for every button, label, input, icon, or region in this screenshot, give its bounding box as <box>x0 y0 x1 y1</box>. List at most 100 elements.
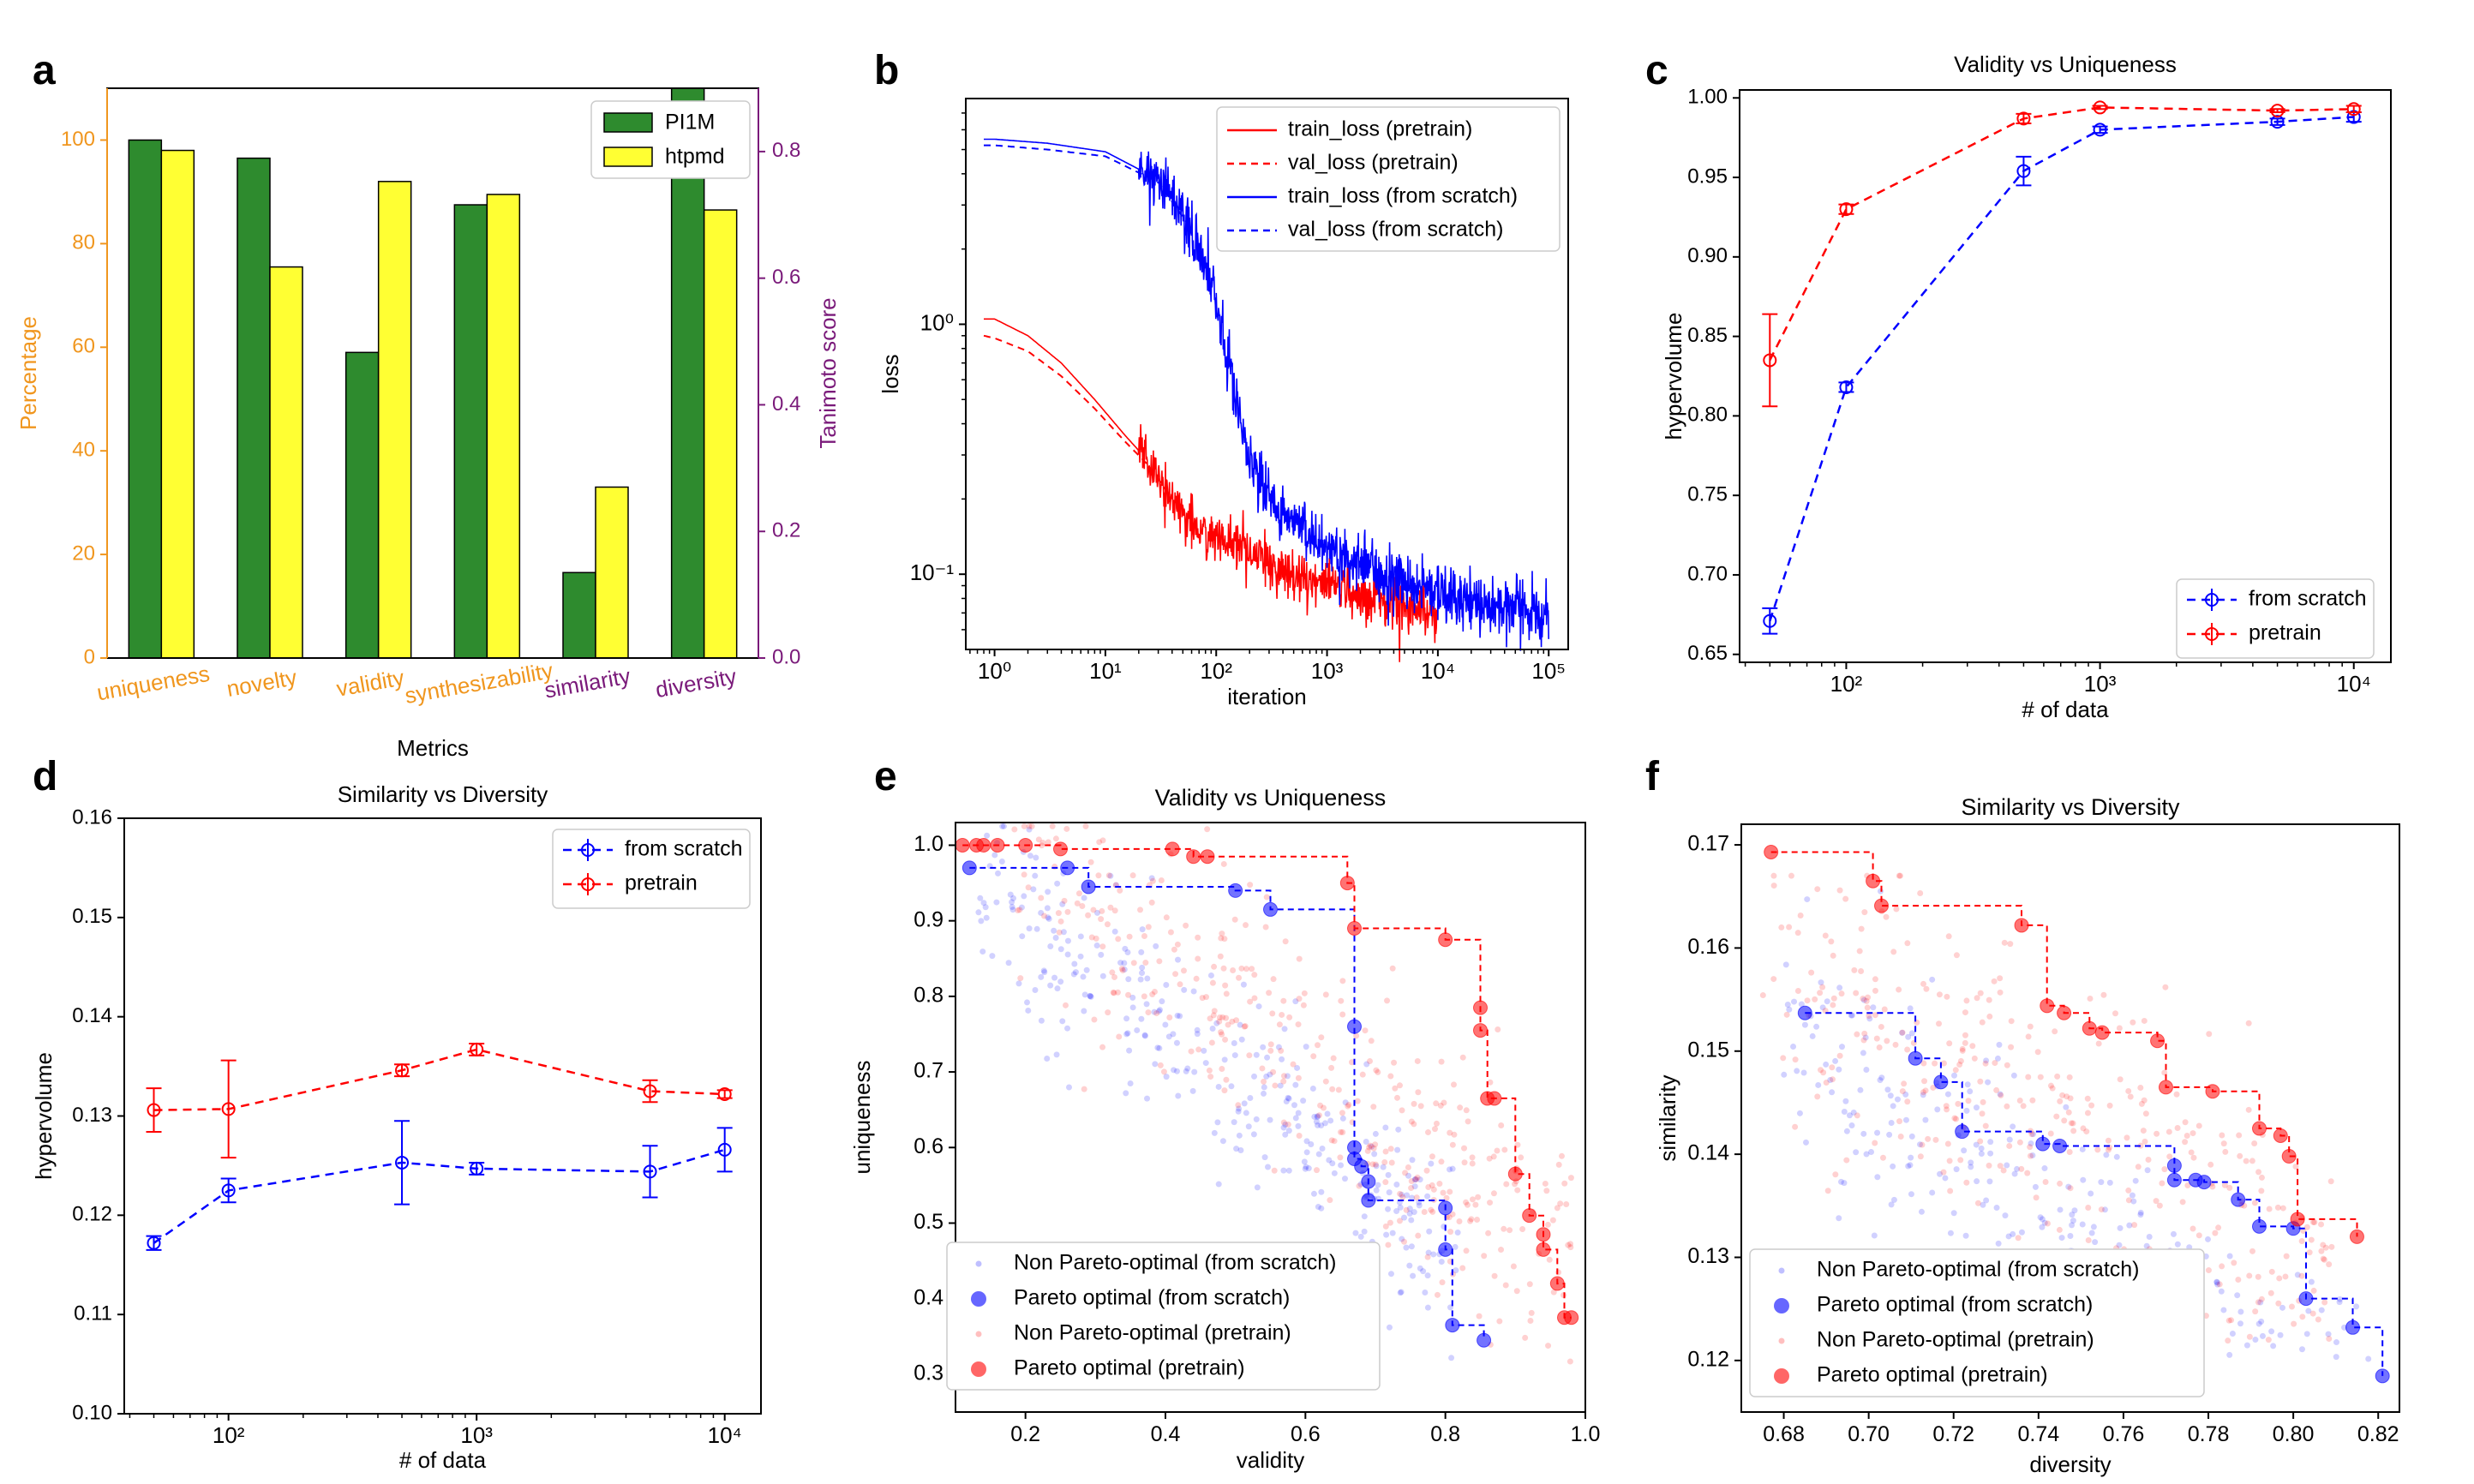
point-Non Pareto-optimal (pretrain) <box>1820 1069 1827 1076</box>
point-Non Pareto-optimal (pretrain) <box>1468 1216 1475 1223</box>
point-Pareto optimal (from scratch) <box>2196 1175 2212 1190</box>
point-Non Pareto-optimal (from scratch) <box>977 895 984 901</box>
x-tick-10⁴: 10⁴ <box>708 1422 742 1448</box>
point-pretrain <box>1839 202 1854 217</box>
point-Non Pareto-optimal (pretrain) <box>1932 1136 1939 1143</box>
point-Non Pareto-optimal (from scratch) <box>1051 927 1057 934</box>
point-Non Pareto-optimal (from scratch) <box>1907 1162 1914 1169</box>
point-Non Pareto-optimal (pretrain) <box>1836 1052 1843 1059</box>
point-Non Pareto-optimal (pretrain) <box>1956 1062 1963 1068</box>
point-Non Pareto-optimal (from scratch) <box>1339 1115 1346 1122</box>
point-Non Pareto-optimal (pretrain) <box>2255 1299 2261 1306</box>
point-Non Pareto-optimal (pretrain) <box>1943 1103 1950 1110</box>
point-Non Pareto-optimal (from scratch) <box>1321 1120 1328 1127</box>
point-Non Pareto-optimal (from scratch) <box>1824 998 1830 1005</box>
point-Non Pareto-optimal (from scratch) <box>1235 1108 1242 1115</box>
point-Non Pareto-optimal (from scratch) <box>1041 969 1048 976</box>
point-Non Pareto-optimal (from scratch) <box>1125 976 1132 983</box>
point-Non Pareto-optimal (pretrain) <box>1249 966 1255 972</box>
point-Non Pareto-optimal (from scratch) <box>1841 1180 1848 1187</box>
point-Non Pareto-optimal (from scratch) <box>1184 1065 1191 1072</box>
point-Non Pareto-optimal (from scratch) <box>2079 1146 2086 1152</box>
point-Non Pareto-optimal (pretrain) <box>1879 1154 1886 1161</box>
point-Pareto optimal (pretrain) <box>1549 1276 1565 1291</box>
point-Non Pareto-optimal (from scratch) <box>1155 1008 1162 1014</box>
point-Non Pareto-optimal (from scratch) <box>1047 982 1054 989</box>
y-axis-label: similarity <box>1655 1074 1680 1161</box>
point-Non Pareto-optimal (from scratch) <box>1292 1115 1299 1122</box>
point-Non Pareto-optimal (from scratch) <box>1231 1052 1238 1059</box>
point-Non Pareto-optimal (pretrain) <box>1963 997 1970 1004</box>
point-Non Pareto-optimal (pretrain) <box>1474 1217 1481 1224</box>
point-Non Pareto-optimal (pretrain) <box>1930 1084 1937 1091</box>
point-Non Pareto-optimal (pretrain) <box>1129 872 1136 879</box>
point-Non Pareto-optimal (from scratch) <box>1057 978 1064 985</box>
panel-label-c: c <box>1645 48 1668 93</box>
point-Non Pareto-optimal (from scratch) <box>1139 926 1146 933</box>
point-Non Pareto-optimal (from scratch) <box>1261 1154 1268 1161</box>
point-Non Pareto-optimal (from scratch) <box>2237 1320 2243 1327</box>
point-Non Pareto-optimal (pretrain) <box>2303 1224 2310 1230</box>
point-Non Pareto-optimal (pretrain) <box>1461 1145 1468 1152</box>
point-Non Pareto-optimal (pretrain) <box>1469 1196 1476 1203</box>
point-Non Pareto-optimal (pretrain) <box>1979 1019 1986 1026</box>
point-Non Pareto-optimal (pretrain) <box>2251 1200 2258 1206</box>
point-Non Pareto-optimal (pretrain) <box>1359 1071 1366 1078</box>
point-Non Pareto-optimal (from scratch) <box>1044 905 1051 912</box>
point-Non Pareto-optimal (from scratch) <box>1060 929 1067 936</box>
x-tick-0.68: 0.68 <box>1763 1422 1805 1446</box>
point-Non Pareto-optimal (from scratch) <box>1438 1259 1445 1266</box>
point-Non Pareto-optimal (from scratch) <box>1163 1074 1170 1080</box>
line-from scratch <box>1769 116 2354 622</box>
point-Non Pareto-optimal (from scratch) <box>1311 1113 1318 1120</box>
point-Non Pareto-optimal (from scratch) <box>1093 909 1100 916</box>
point-Non Pareto-optimal (pretrain) <box>1266 990 1273 996</box>
point-Non Pareto-optimal (pretrain) <box>1367 1142 1374 1149</box>
point-Non Pareto-optimal (pretrain) <box>1223 1076 1230 1083</box>
point-Non Pareto-optimal (pretrain) <box>2266 1206 2273 1212</box>
point-Pareto optimal (pretrain) <box>1053 841 1068 857</box>
legend-label-Pareto optimal (from scratch): Pareto optimal (from scratch) <box>1817 1293 2093 1317</box>
point-Non Pareto-optimal (from scratch) <box>1122 945 1129 952</box>
point-Non Pareto-optimal (from scratch) <box>1077 953 1084 960</box>
point-Non Pareto-optimal (from scratch) <box>1827 1076 1834 1083</box>
point-Non Pareto-optimal (pretrain) <box>2007 941 2014 948</box>
point-Non Pareto-optimal (from scratch) <box>1237 1021 1243 1028</box>
point-Non Pareto-optimal (pretrain) <box>1401 1238 1408 1245</box>
point-Non Pareto-optimal (pretrain) <box>1207 1015 1213 1022</box>
point-Non Pareto-optimal (pretrain) <box>1433 1120 1440 1127</box>
point-Non Pareto-optimal (pretrain) <box>1025 884 1032 891</box>
point-Non Pareto-optimal (pretrain) <box>1354 1098 1361 1104</box>
point-Non Pareto-optimal (pretrain) <box>1977 990 1984 996</box>
point-Non Pareto-optimal (pretrain) <box>1486 1155 1493 1162</box>
point-Non Pareto-optimal (pretrain) <box>1544 1221 1551 1228</box>
point-Pareto optimal (pretrain) <box>1165 841 1180 857</box>
point-Non Pareto-optimal (pretrain) <box>1854 1112 1860 1119</box>
y-tick-0.7: 0.7 <box>914 1059 943 1083</box>
point-Non Pareto-optimal (pretrain) <box>1814 1093 1821 1100</box>
point-Non Pareto-optimal (pretrain) <box>1296 1133 1303 1140</box>
point-Non Pareto-optimal (pretrain) <box>1229 1018 1236 1025</box>
bar-PI1M-novelty <box>237 157 271 659</box>
point-Non Pareto-optimal (from scratch) <box>1888 1120 1895 1127</box>
point-Non Pareto-optimal (from scratch) <box>1026 925 1033 932</box>
point-Non Pareto-optimal (pretrain) <box>1099 907 1105 914</box>
point-Non Pareto-optimal (from scratch) <box>1313 1118 1320 1125</box>
point-Non Pareto-optimal (pretrain) <box>1049 823 1056 829</box>
point-Non Pareto-optimal (pretrain) <box>2292 1163 2299 1170</box>
point-Non Pareto-optimal (from scratch) <box>1387 1271 1394 1278</box>
legend-box <box>1749 1248 2205 1397</box>
point-Non Pareto-optimal (pretrain) <box>1137 907 1144 913</box>
point-Non Pareto-optimal (pretrain) <box>1387 1146 1394 1152</box>
point-Non Pareto-optimal (pretrain) <box>1808 969 1815 976</box>
point-Non Pareto-optimal (pretrain) <box>1220 965 1227 972</box>
point-Non Pareto-optimal (pretrain) <box>1382 1223 1389 1230</box>
point-Non Pareto-optimal (pretrain) <box>1501 1225 1507 1232</box>
point-Non Pareto-optimal (from scratch) <box>1045 889 1051 895</box>
point-Non Pareto-optimal (pretrain) <box>1830 952 1836 959</box>
point-Pareto optimal (pretrain) <box>976 837 991 853</box>
point-Non Pareto-optimal (from scratch) <box>1087 993 1094 1000</box>
point-Non Pareto-optimal (from scratch) <box>1329 1160 1336 1167</box>
point-Non Pareto-optimal (pretrain) <box>1963 1179 1970 1186</box>
point-Non Pareto-optimal (pretrain) <box>1465 1118 1471 1125</box>
